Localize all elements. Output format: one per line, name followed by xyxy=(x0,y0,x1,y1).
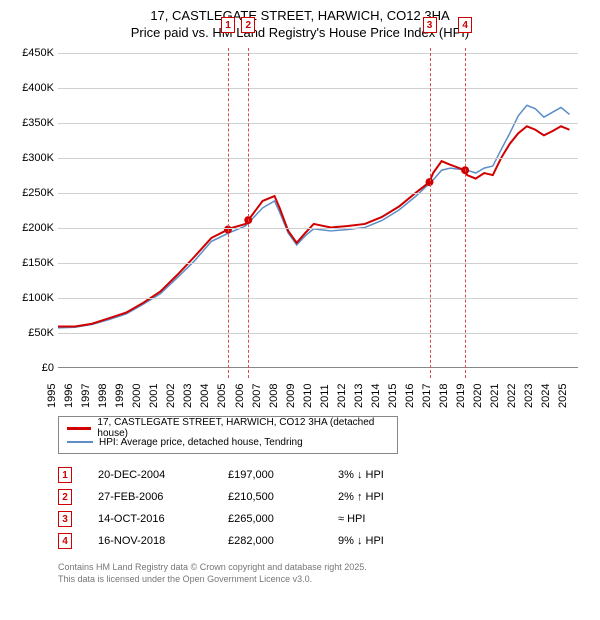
chart: £0 £50K £100K £150K £200K £250K £300K £350K £400… xyxy=(20,48,580,398)
y-tick-label: £100K xyxy=(22,292,54,304)
x-tick-label: 2020 xyxy=(472,384,484,408)
x-tick-label: 2000 xyxy=(131,384,143,408)
title-line2: Price paid vs. HM Land Registry's House … xyxy=(10,25,590,40)
footer: Contains HM Land Registry data © Crown c… xyxy=(58,562,590,585)
series-line-hpi xyxy=(58,105,570,328)
x-tick-label: 2002 xyxy=(165,384,177,408)
y-tick-label: £50K xyxy=(28,327,54,339)
sale-marker-box: 3 xyxy=(423,17,437,33)
x-tick-label: 1995 xyxy=(46,384,58,408)
x-tick-label: 2004 xyxy=(199,384,211,408)
y-tick-label: £450K xyxy=(22,47,54,59)
legend: 17, CASTLEGATE STREET, HARWICH, CO12 3HA… xyxy=(58,416,398,454)
x-tick-label: 2009 xyxy=(285,384,297,408)
x-axis: 1995199619971998199920002001200220032004… xyxy=(58,372,578,402)
y-tick-label: £350K xyxy=(22,117,54,129)
y-tick-label: £200K xyxy=(22,222,54,234)
sales-row: 4 16-NOV-2018£282,0009% ↓ HPI xyxy=(58,530,590,552)
sales-row: 3 14-OCT-2016£265,000≈ HPI xyxy=(58,508,590,530)
sales-row: 1 20-DEC-2004£197,0003% ↓ HPI xyxy=(58,464,590,486)
x-tick-label: 2023 xyxy=(523,384,535,408)
x-tick-label: 2014 xyxy=(370,384,382,408)
x-tick-label: 1997 xyxy=(80,384,92,408)
x-tick-label: 2025 xyxy=(557,384,569,408)
x-tick-label: 2016 xyxy=(404,384,416,408)
sales-row-num: 3 xyxy=(58,511,72,527)
y-tick-label: £400K xyxy=(22,82,54,94)
x-tick-label: 1999 xyxy=(114,384,126,408)
sales-table: 1 20-DEC-2004£197,0003% ↓ HPI 2 27-FEB-2006… xyxy=(58,464,590,552)
sale-marker-box: 4 xyxy=(458,17,472,33)
x-tick-label: 2008 xyxy=(268,384,280,408)
series-line-property_price xyxy=(58,126,570,326)
sales-row-num: 1 xyxy=(58,467,72,483)
x-tick-label: 1996 xyxy=(63,384,75,408)
sales-row-date: 16-NOV-2018 xyxy=(98,535,228,547)
sales-row: 2 27-FEB-2006£210,5002% ↑ HPI xyxy=(58,486,590,508)
sales-row-hpi: 3% ↓ HPI xyxy=(338,469,438,481)
sales-row-price: £265,000 xyxy=(228,513,338,525)
y-tick-label: £250K xyxy=(22,187,54,199)
y-tick-label: £0 xyxy=(42,362,54,374)
x-tick-label: 2019 xyxy=(455,384,467,408)
x-tick-label: 2021 xyxy=(489,384,501,408)
x-tick-label: 2015 xyxy=(387,384,399,408)
sales-row-price: £210,500 xyxy=(228,491,338,503)
sales-row-num: 2 xyxy=(58,489,72,505)
x-tick-label: 2018 xyxy=(438,384,450,408)
sales-row-date: 14-OCT-2016 xyxy=(98,513,228,525)
x-tick-label: 2005 xyxy=(216,384,228,408)
sales-row-hpi: ≈ HPI xyxy=(338,513,438,525)
legend-swatch-property xyxy=(67,427,91,430)
sales-row-date: 20-DEC-2004 xyxy=(98,469,228,481)
x-tick-label: 2013 xyxy=(353,384,365,408)
sales-row-num: 4 xyxy=(58,533,72,549)
y-axis: £0£50K£100K£150K£200K£250K£300K£350K£400… xyxy=(12,48,54,368)
sale-marker-line xyxy=(465,48,466,378)
chart-container: 17, CASTLEGATE STREET, HARWICH, CO12 3HA… xyxy=(0,0,600,595)
x-tick-label: 2010 xyxy=(302,384,314,408)
x-tick-label: 1998 xyxy=(97,384,109,408)
y-tick-label: £300K xyxy=(22,152,54,164)
footer-line1: Contains HM Land Registry data © Crown c… xyxy=(58,562,590,574)
x-tick-label: 2022 xyxy=(506,384,518,408)
x-tick-label: 2003 xyxy=(182,384,194,408)
sale-marker-line xyxy=(248,48,249,378)
sales-row-hpi: 9% ↓ HPI xyxy=(338,535,438,547)
x-tick-label: 2011 xyxy=(319,384,331,408)
x-tick-label: 2001 xyxy=(148,384,160,408)
sales-row-price: £282,000 xyxy=(228,535,338,547)
y-tick-label: £150K xyxy=(22,257,54,269)
legend-swatch-hpi xyxy=(67,441,93,443)
x-tick-label: 2024 xyxy=(540,384,552,408)
footer-line2: This data is licensed under the Open Gov… xyxy=(58,574,590,586)
sale-marker-box: 2 xyxy=(241,17,255,33)
chart-lines xyxy=(58,53,578,367)
sales-row-price: £197,000 xyxy=(228,469,338,481)
sale-marker-line xyxy=(430,48,431,378)
plot-area: 1234 xyxy=(58,53,578,368)
legend-label-hpi: HPI: Average price, detached house, Tend… xyxy=(99,437,303,448)
legend-row-property: 17, CASTLEGATE STREET, HARWICH, CO12 3HA… xyxy=(67,421,389,435)
sales-row-date: 27-FEB-2006 xyxy=(98,491,228,503)
x-tick-label: 2017 xyxy=(421,384,433,408)
title-line1: 17, CASTLEGATE STREET, HARWICH, CO12 3HA xyxy=(10,8,590,23)
sales-row-hpi: 2% ↑ HPI xyxy=(338,491,438,503)
sale-marker-line xyxy=(228,48,229,378)
x-tick-label: 2012 xyxy=(336,384,348,408)
sale-marker-box: 1 xyxy=(221,17,235,33)
x-tick-label: 2006 xyxy=(234,384,246,408)
x-tick-label: 2007 xyxy=(251,384,263,408)
